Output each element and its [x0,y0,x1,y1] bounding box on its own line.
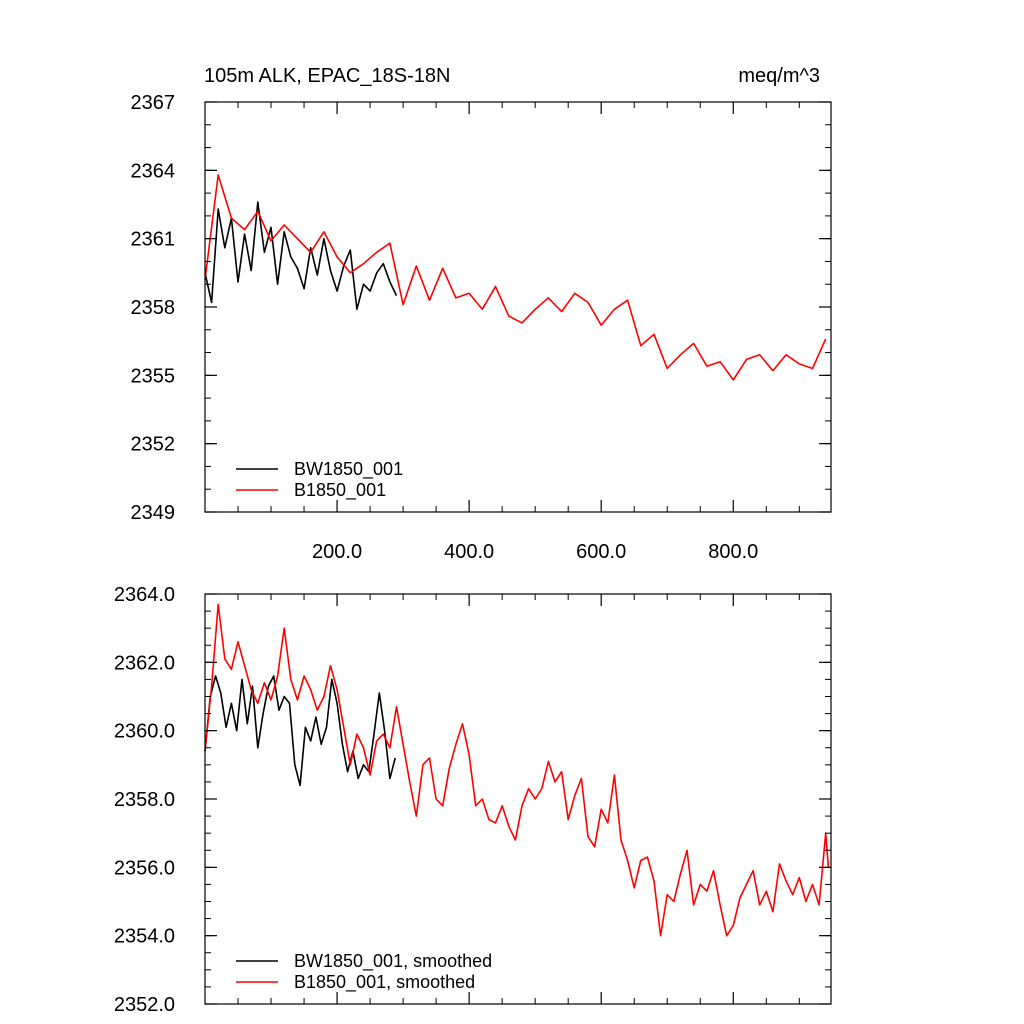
top-series-line-0 [204,201,398,311]
bottom-plot-frame [204,593,832,1005]
bottom-axes: 2352.0 2354.0 2356.0 2358.0 2360.0 2362.0 2364… [114,584,832,1016]
bottom-y-tick-label: 2356.0 [114,857,175,879]
top-x-tick-label: 800.0 [708,541,758,563]
chart-title: 105m ALK, EPAC_18S-18N [204,65,450,87]
top-y-tick-label: 2352 [131,434,176,456]
top-x-tick-label: 200.0 [312,541,362,563]
bottom-legend: BW1850_001, smoothed B1850_001, smoothed [236,951,492,993]
legend-label-b1850: B1850_001 [294,480,386,501]
top-legend: BW1850_001 B1850_001 [236,459,403,501]
legend-label-bw1850: BW1850_001 [294,459,403,480]
chart-units: meq/m^3 [738,65,820,87]
bottom-y-tick-label: 2358.0 [114,789,175,811]
top-y-tick-label: 2361 [131,229,176,251]
top-y-tick-label: 2364 [131,160,176,182]
bottom-series-line-1 [204,603,830,937]
top-y-tick-label: 2367 [131,92,176,114]
bottom-y-tick-label: 2352.0 [114,994,175,1016]
top-y-tick-label: 2358 [131,297,176,319]
bottom-y-tick-label: 2354.0 [114,926,175,948]
top-plot-frame [204,101,832,513]
top-series-line-1 [204,174,827,381]
bottom-series-line-0 [204,675,396,787]
top-y-tick-label: 2355 [131,365,176,387]
bottom-chart-panel: 2352.0 2354.0 2356.0 2358.0 2360.0 2362.0 2364… [114,584,832,1016]
top-y-tick-label: 2349 [131,502,176,524]
top-series-lines [204,174,827,381]
bottom-series-lines [204,603,830,937]
legend-label-b1850-smoothed: B1850_001, smoothed [294,972,475,993]
legend-label-bw1850-smoothed: BW1850_001, smoothed [294,951,492,972]
top-x-tick-label: 600.0 [576,541,626,563]
top-axes: 2349 2352 2355 2358 2361 2364 2367 200.0 400.0 60… [131,92,832,563]
bottom-y-tick-label: 2362.0 [114,652,175,674]
bottom-y-tick-label: 2364.0 [114,584,175,606]
bottom-y-tick-label: 2360.0 [114,721,175,743]
top-chart-panel: 105m ALK, EPAC_18S-18N meq/m^3 234923522… [131,65,832,563]
top-x-tick-label: 400.0 [444,541,494,563]
